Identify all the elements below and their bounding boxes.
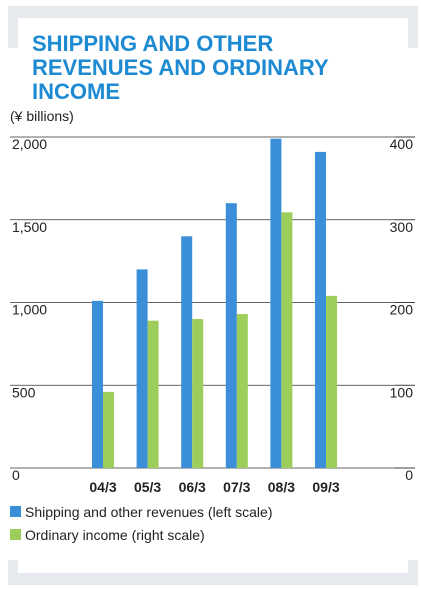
x-tick-label: 04/3 xyxy=(89,479,116,495)
bar xyxy=(103,391,114,468)
x-tick-label: 06/3 xyxy=(179,479,206,495)
x-tick-label: 09/3 xyxy=(312,479,339,495)
legend-swatch xyxy=(10,529,21,540)
y-tick-label: 1,000 xyxy=(12,302,47,318)
legend-label: Ordinary income (right scale) xyxy=(25,527,205,543)
y2-tick-label: 300 xyxy=(390,219,414,235)
x-tick-label: 07/3 xyxy=(223,479,250,495)
y-axis-label: (¥ billions) xyxy=(10,108,74,124)
frame-bottom xyxy=(8,560,418,585)
y2-tick-label: 0 xyxy=(405,467,413,483)
y-tick-label: 1,500 xyxy=(12,219,47,235)
y2-tick-label: 200 xyxy=(390,302,414,318)
bar xyxy=(92,300,103,468)
y-tick-label: 500 xyxy=(12,384,36,400)
y-tick-label: 2,000 xyxy=(12,136,47,152)
bar xyxy=(181,236,193,468)
chart-title: SHIPPING AND OTHER REVENUES AND ORDINARY… xyxy=(32,31,329,104)
y2-tick-label: 400 xyxy=(390,136,414,152)
x-tick-label: 05/3 xyxy=(134,479,161,495)
bar xyxy=(236,314,248,468)
bar xyxy=(225,203,237,468)
frame-top xyxy=(8,6,418,48)
bar xyxy=(136,269,148,468)
bar xyxy=(192,319,204,468)
bar xyxy=(270,138,282,468)
bar xyxy=(315,151,326,468)
bar xyxy=(281,212,293,468)
y2-tick-label: 100 xyxy=(390,384,414,400)
y-tick-label: 0 xyxy=(12,467,20,483)
bar xyxy=(326,295,337,468)
x-tick-label: 08/3 xyxy=(268,479,295,495)
bar xyxy=(147,320,159,468)
legend-swatch xyxy=(10,506,21,517)
legend-label: Shipping and other revenues (left scale) xyxy=(25,504,272,520)
